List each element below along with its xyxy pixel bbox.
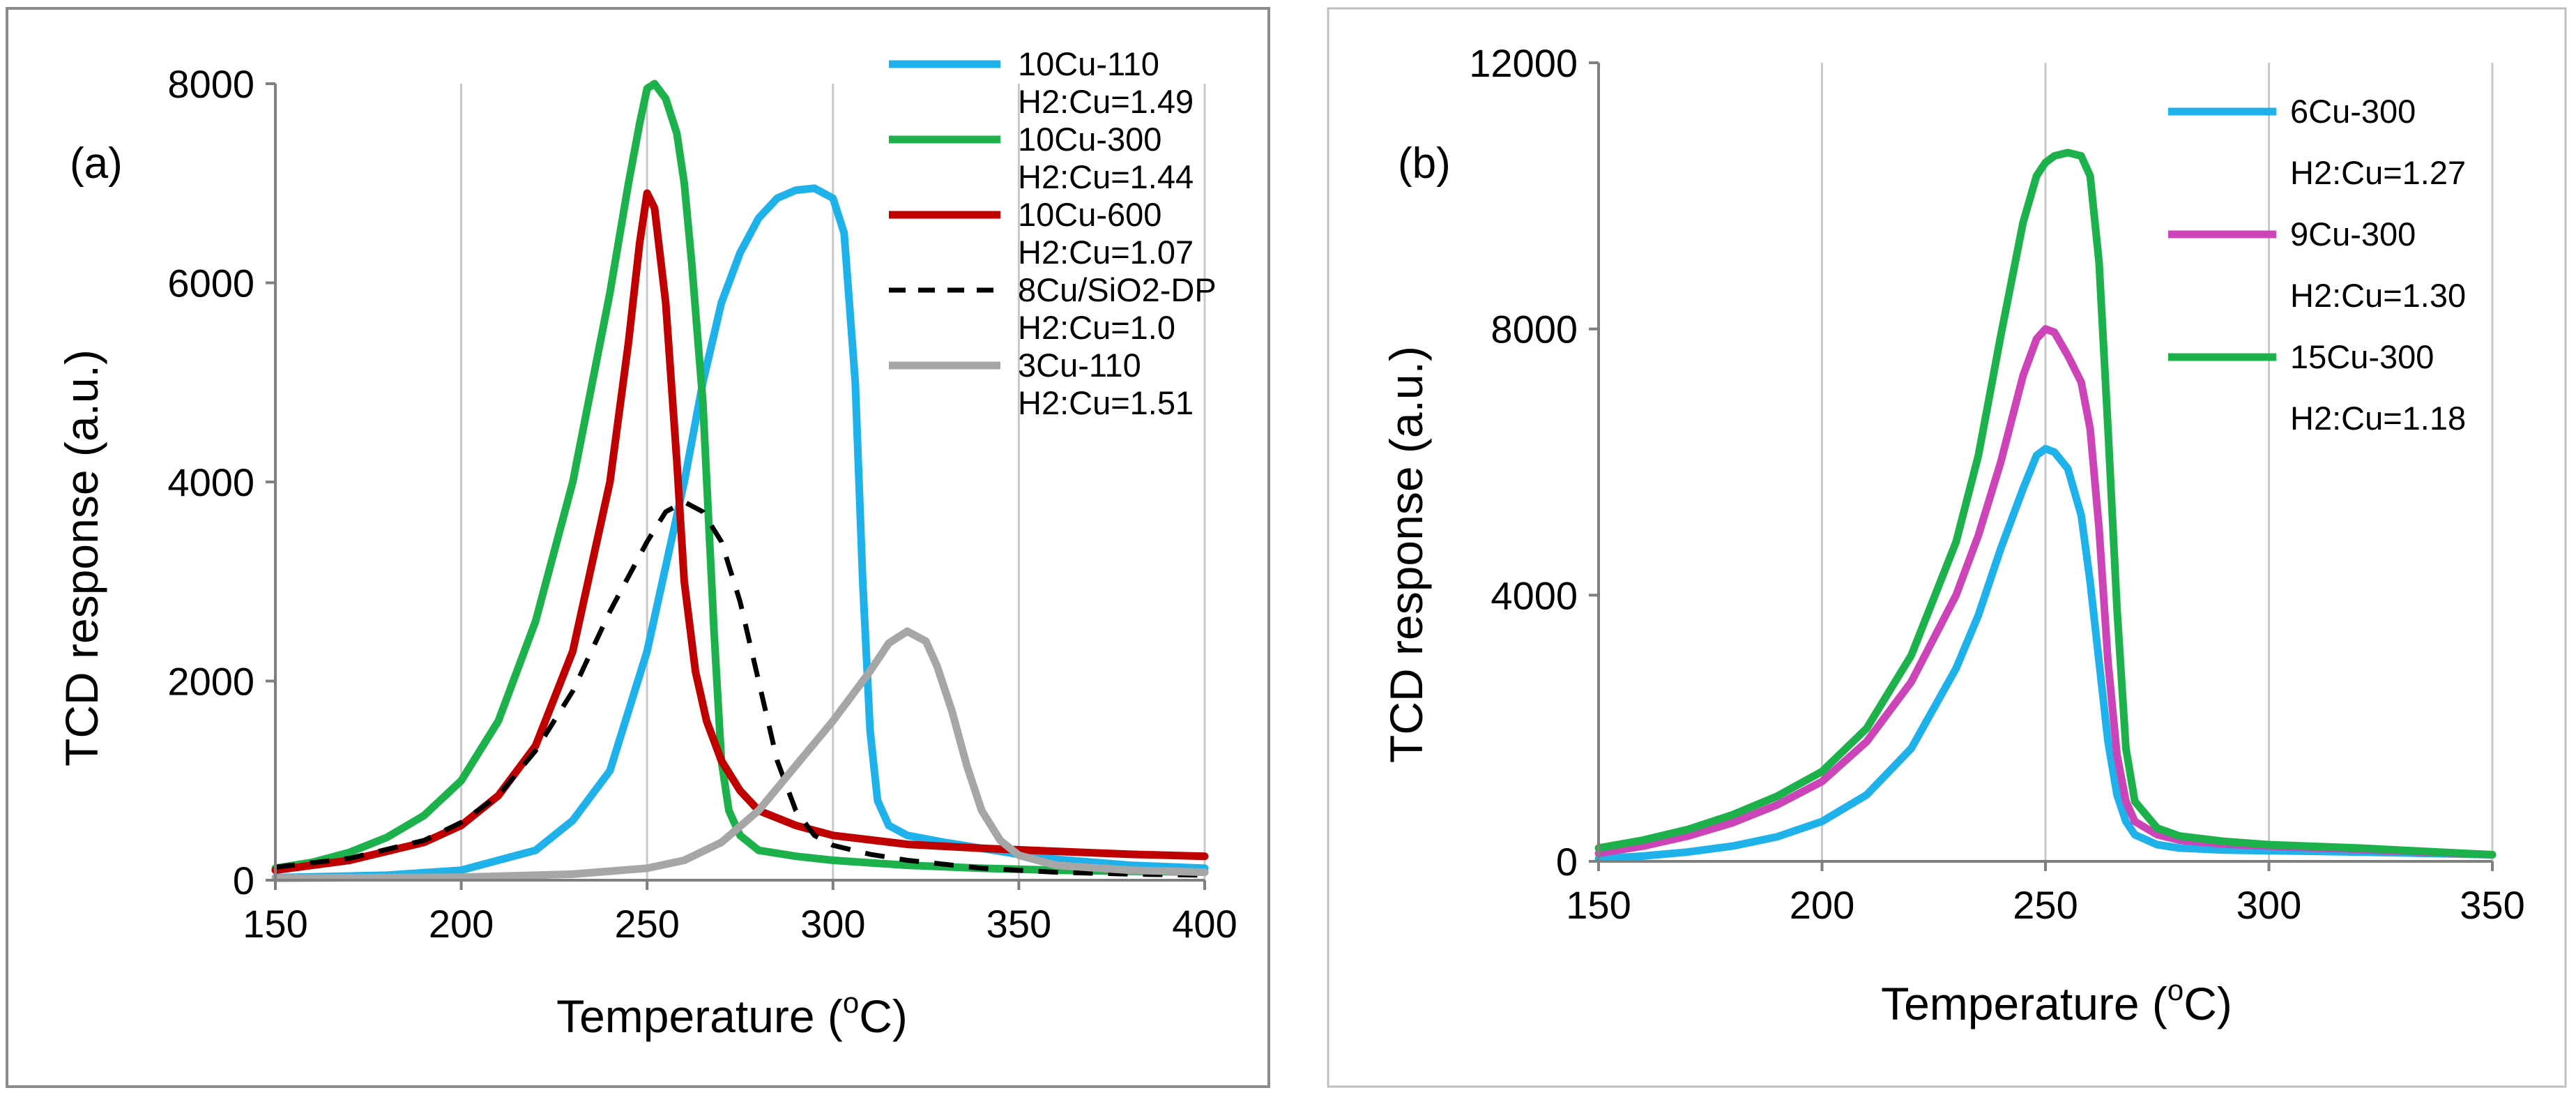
panel-b-ticks: 150 200 250 300 350 0 4000 8000 12000 bbox=[1469, 41, 2524, 927]
panel-b-x-tick-label: 150 bbox=[1566, 883, 1631, 927]
panel-a-x-tick-label: 350 bbox=[986, 902, 1051, 946]
panel-b-y-axis-title: TCD response (a.u.) bbox=[1380, 346, 1432, 763]
panel-a-legend-label-1: 10Cu-300 bbox=[1018, 121, 1161, 158]
panel-a-x-tick-label: 400 bbox=[1172, 902, 1237, 946]
panel-a-y-axis-title: TCD response (a.u.) bbox=[56, 349, 107, 766]
panel-a-y-tick-label: 6000 bbox=[167, 262, 254, 305]
panel-b-y-tick-label: 8000 bbox=[1491, 308, 1578, 352]
panel-a-x-tick-label: 200 bbox=[429, 902, 494, 946]
panel-b-gridlines bbox=[1821, 63, 2494, 861]
panel-a-x-axis-title: Temperature (oC) bbox=[556, 986, 908, 1042]
panel-b-y-tick-label: 0 bbox=[1556, 840, 1578, 884]
panel-b-legend-note-1: H2:Cu=1.30 bbox=[2290, 277, 2466, 314]
panel-a-legend-note-4: H2:Cu=1.51 bbox=[1018, 384, 1194, 421]
panel-a-legend-note-1: H2:Cu=1.44 bbox=[1018, 158, 1194, 195]
panel-b-legend-label-1: 9Cu-300 bbox=[2290, 216, 2416, 252]
panel-b-series-line-2 bbox=[1594, 149, 2497, 859]
panel-a-y-tick-label: 0 bbox=[233, 859, 254, 903]
panel-a-series-line-3 bbox=[275, 499, 1205, 878]
panel-a-series-line-4 bbox=[271, 627, 1209, 882]
panel-a-label: (a) bbox=[70, 139, 123, 188]
panel-a-y-tick-label: 8000 bbox=[167, 62, 254, 106]
panel-a-series-line-1 bbox=[271, 80, 1209, 877]
panel-a-x-tick-label: 300 bbox=[800, 902, 865, 946]
panel-a-frame bbox=[6, 7, 1270, 1088]
panel-b-y-tick-label: 12000 bbox=[1469, 41, 1578, 85]
panel-b-x-tick-label: 300 bbox=[2236, 883, 2301, 927]
panel-a-legend: 10Cu-110H2:Cu=1.4910Cu-300H2:Cu=1.4410Cu… bbox=[889, 45, 1217, 421]
panel-b-legend-note-2: H2:Cu=1.18 bbox=[2290, 400, 2466, 437]
panel-a-legend-note-2: H2:Cu=1.07 bbox=[1018, 234, 1194, 271]
panel-a-legend-label-0: 10Cu-110 bbox=[1018, 45, 1159, 82]
panel-b-legend: 6Cu-300 H2:Cu=1.27 9Cu-300 H2:Cu=1.30 15Cu-3… bbox=[2168, 93, 2466, 437]
panel-a-legend-label-2: 10Cu-600 bbox=[1018, 196, 1161, 233]
panel-b-series bbox=[1594, 149, 2497, 863]
panel-b-label: (b) bbox=[1398, 139, 1451, 188]
panel-a-y-tick-label: 4000 bbox=[167, 460, 254, 504]
panel-a-series bbox=[271, 80, 1209, 882]
panel-a-x-tick-label: 250 bbox=[614, 902, 679, 946]
panel-a-legend-label-4: 3Cu-110 bbox=[1018, 347, 1141, 384]
panel-a-legend-note-3: H2:Cu=1.0 bbox=[1018, 309, 1175, 346]
panel-b-frame bbox=[1327, 7, 2567, 1088]
panel-a-y-tick-label: 2000 bbox=[167, 660, 254, 704]
panel-b-series-line-0 bbox=[1594, 444, 2497, 863]
panel-b-x-tick-label: 200 bbox=[1790, 883, 1854, 927]
panel-b-x-tick-label: 250 bbox=[2013, 883, 2078, 927]
panel-a-legend-label-3: 8Cu/SiO2-DP bbox=[1018, 271, 1217, 308]
panel-b-y-tick-label: 4000 bbox=[1491, 573, 1578, 617]
panel-a-x-tick-label: 150 bbox=[243, 902, 307, 946]
panel-b-chart: 150 200 250 300 350 0 4000 8000 12000 6Cu-300 H2:… bbox=[1380, 41, 2525, 1029]
panel-b-x-tick-label: 350 bbox=[2460, 883, 2524, 927]
panel-b-x-axis-title: Temperature (oC) bbox=[1881, 974, 2232, 1029]
panel-b-series-line-1 bbox=[1594, 325, 2497, 859]
panel-a-legend-note-0: H2:Cu=1.49 bbox=[1018, 83, 1194, 120]
panel-b-legend-note-0: H2:Cu=1.27 bbox=[2290, 154, 2466, 191]
panel-b-legend-label-0: 6Cu-300 bbox=[2290, 93, 2416, 130]
panel-b-legend-label-2: 15Cu-300 bbox=[2290, 338, 2434, 375]
